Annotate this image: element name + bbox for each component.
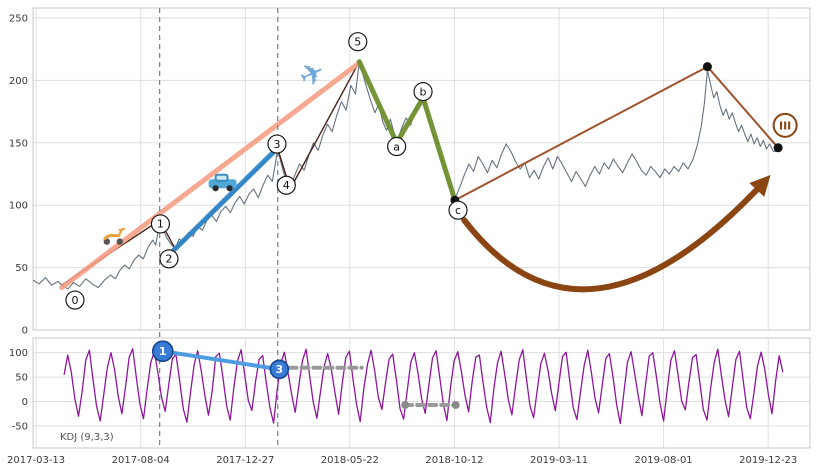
x-axis-date-label: 2019-03-11	[530, 455, 588, 466]
x-axis-date-label: 2018-10-12	[425, 455, 483, 466]
kdj-ytick-label: -50	[12, 422, 28, 433]
x-axis-date-label: 2019-08-01	[635, 455, 693, 466]
point-marker	[702, 62, 712, 72]
x-axis-date-label: 2018-05-22	[321, 455, 379, 466]
kdj-gray-dash-b-dot	[401, 400, 410, 409]
projection-curve-arrow	[461, 174, 771, 293]
wave-label-3: 3	[267, 134, 287, 154]
kdj-gridlines	[33, 338, 810, 448]
price-ytick-label: 150	[9, 138, 28, 149]
wave-label-circle	[65, 290, 85, 310]
wave2-3-speedline	[168, 145, 281, 256]
price-ytick-label: 50	[15, 263, 28, 274]
price-panel-border	[32, 7, 811, 331]
wave-label-circle	[387, 136, 407, 157]
wave-label-c: c	[448, 200, 468, 220]
scooter-body	[103, 233, 121, 241]
price-ytick-label: 200	[9, 76, 28, 87]
x-axis-date-label: 2017-03-13	[7, 455, 65, 466]
kdj-circle	[151, 340, 174, 363]
kdj-ytick-label: 50	[15, 373, 28, 384]
wave-label-a: a	[387, 136, 407, 157]
wave-label-text: 5	[354, 35, 361, 48]
scooter-front-wheel	[116, 238, 124, 245]
kdj-gray-dash-b-dot	[451, 400, 460, 409]
kdj-ytick-label: 0	[22, 397, 28, 408]
kdj-circle-text: 1	[159, 345, 167, 358]
car-wheel-front	[226, 185, 233, 192]
x-axis-date-label: 2017-08-04	[112, 455, 170, 466]
kdj-panel-border	[32, 337, 811, 449]
kdj-circle-label-1: 1	[151, 340, 174, 363]
wave-label-4: 4	[276, 175, 296, 195]
wave-label-1: 1	[150, 214, 171, 234]
scooter-steer	[117, 228, 123, 237]
point-marker	[773, 143, 783, 153]
wave-label-text: 0	[71, 294, 78, 307]
price-line	[32, 61, 779, 290]
scooter-icon	[103, 228, 126, 245]
kdj-circle	[269, 359, 290, 380]
wave-label-text: 3	[273, 138, 280, 151]
wave-label-text: c	[455, 204, 461, 217]
kdj-circle-label-3: 3	[269, 359, 290, 380]
car-icon	[208, 173, 237, 192]
x-axis-date-label: 2017-12-27	[216, 455, 274, 466]
wave0-5-trendline	[59, 60, 362, 291]
roman-iii-circle	[772, 112, 798, 138]
car-window	[216, 175, 227, 180]
kdj-divergence-blue-line	[160, 349, 282, 372]
wave-label-text: 1	[157, 218, 164, 231]
price-ytick-label: 0	[22, 326, 28, 337]
price-ytick-label: 250	[9, 13, 28, 24]
scooter-handlebar	[118, 228, 126, 231]
wave-label-circle	[276, 175, 296, 195]
wave-label-circle	[267, 134, 287, 154]
price-gridlines	[33, 8, 810, 331]
wave-label-text: 4	[283, 179, 290, 192]
wave-label-b: b	[413, 82, 433, 102]
wave-label-text: 2	[165, 253, 172, 266]
wave-label-circle	[150, 214, 171, 234]
kdj-ytick-label: 100	[9, 348, 28, 359]
wave-label-circle	[448, 200, 468, 220]
wave-label-0: 0	[65, 290, 85, 310]
wave-label-text: b	[420, 85, 427, 98]
wave5-c-zigzag	[356, 59, 458, 203]
wave-label-circle	[413, 82, 433, 102]
wave-label-circle	[159, 249, 179, 269]
car-wheel-rear	[212, 185, 219, 192]
x-axis-date-label: 2019-12-23	[739, 455, 797, 466]
kdj-line	[63, 348, 784, 425]
roman-iii-label: III	[772, 112, 798, 138]
c-peak-end-line	[453, 65, 780, 202]
roman-iii-text: III	[779, 119, 791, 132]
wave-label-2: 2	[159, 249, 179, 269]
kdj-circle-text: 3	[275, 363, 283, 376]
wave-label-5: 5	[348, 32, 368, 52]
wave-label-text: a	[393, 140, 400, 153]
kdj-indicator-label: KDJ (9,3,3)	[60, 432, 114, 443]
price-ytick-label: 100	[9, 201, 28, 212]
wave-label-circle	[348, 32, 368, 52]
